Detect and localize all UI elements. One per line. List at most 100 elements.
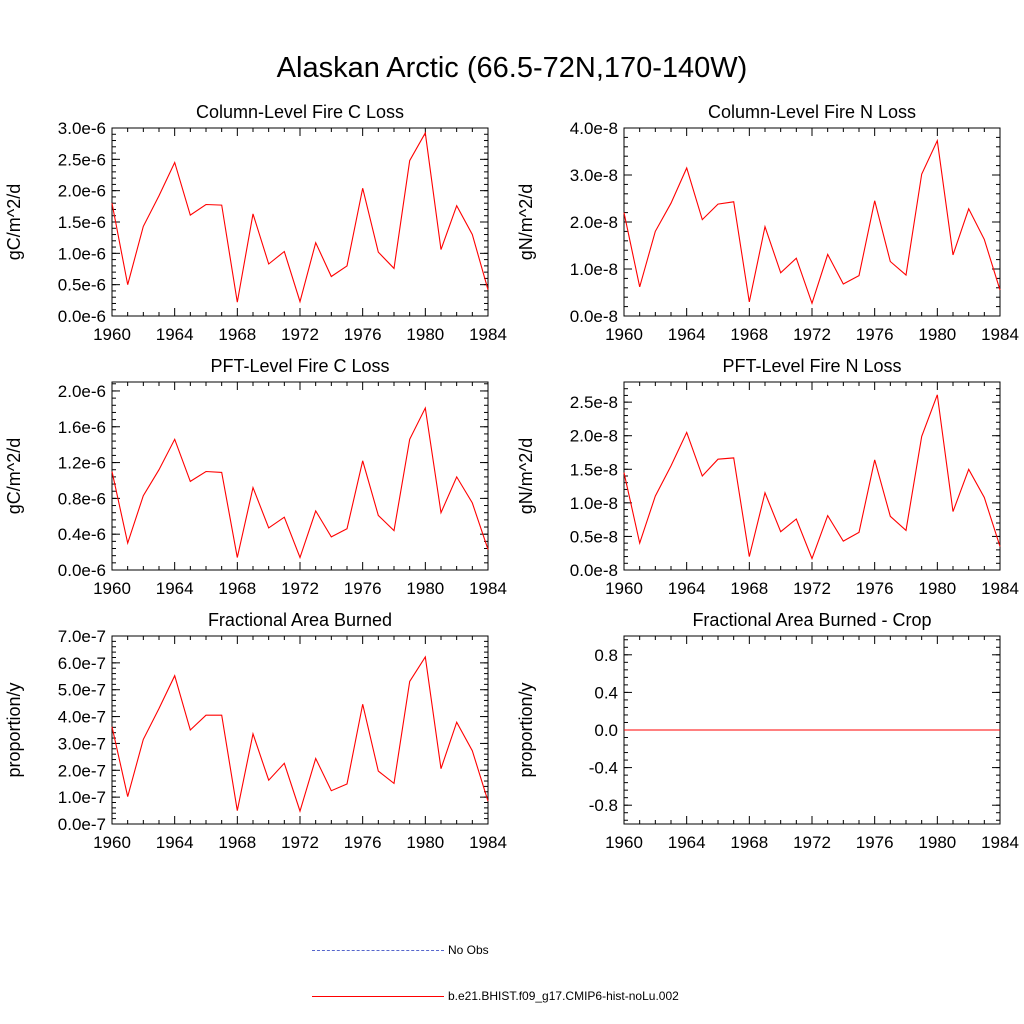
y-tick-label: 2.0e-8 xyxy=(570,427,618,446)
x-tick-label: 1972 xyxy=(281,579,319,598)
x-tick-label: 1980 xyxy=(918,579,956,598)
y-tick-label: 2.5e-6 xyxy=(58,150,106,169)
plot-frame xyxy=(111,127,489,317)
legend-solid-line xyxy=(312,996,444,997)
x-tick-label: 1972 xyxy=(793,579,831,598)
chart-panel-3: PFT-Level Fire C Loss gC/m^2/d 1960 1964 196… xyxy=(4,356,507,598)
y-tick-label: 1.0e-8 xyxy=(570,260,618,279)
legend-dashed-line xyxy=(312,950,444,951)
x-tick-label: 1960 xyxy=(93,833,131,852)
y-tick-label: 3.0e-6 xyxy=(58,119,106,138)
panel-title: Column-Level Fire C Loss xyxy=(196,102,404,122)
x-tick-label: 1964 xyxy=(156,833,194,852)
chart-panel-2: Column-Level Fire N Loss gN/m^2/d 1960 1964… xyxy=(516,102,1019,344)
y-tick-label: 1.0e-7 xyxy=(58,788,106,807)
y-tick-label: 0.0e-6 xyxy=(58,561,106,580)
x-tick-label: 1968 xyxy=(218,325,256,344)
x-tick-label: 1980 xyxy=(918,833,956,852)
y-tick-label: 4.0e-8 xyxy=(570,119,618,138)
y-tick-label: -0.4 xyxy=(589,759,618,778)
x-tick-label: 1984 xyxy=(469,833,507,852)
y-tick-label: 0.4 xyxy=(594,683,618,702)
x-tick-label: 1976 xyxy=(344,579,382,598)
x-tick-label: 1976 xyxy=(344,325,382,344)
x-tick-label: 1976 xyxy=(856,325,894,344)
y-tick-label: 5.0e-7 xyxy=(58,681,106,700)
x-tick-label: 1968 xyxy=(730,325,768,344)
x-tick-label: 1984 xyxy=(981,579,1019,598)
x-tick-label: 1976 xyxy=(856,833,894,852)
panel-title: PFT-Level Fire C Loss xyxy=(210,356,389,376)
chart-panel-5: Fractional Area Burned proportion/y 1960 19… xyxy=(4,610,507,852)
x-tick-label: 1964 xyxy=(668,325,706,344)
y-axis-label: gN/m^2/d xyxy=(516,184,536,260)
y-tick-label: 0.5e-6 xyxy=(58,276,106,295)
plot-frame xyxy=(111,381,489,571)
series-line xyxy=(111,131,489,304)
x-tick-label: 1968 xyxy=(218,579,256,598)
x-tick-label: 1984 xyxy=(469,579,507,598)
y-tick-label: 1.0e-8 xyxy=(570,494,618,513)
chart-panel-1: Column-Level Fire C Loss gC/m^2/d 1960 1964… xyxy=(4,102,507,344)
chart-panel-6: Fractional Area Burned - Crop proportion/… xyxy=(516,610,1019,852)
series-line xyxy=(623,138,1001,306)
x-tick-label: 1972 xyxy=(793,833,831,852)
x-tick-label: 1960 xyxy=(93,325,131,344)
panel-title: Fractional Area Burned xyxy=(208,610,392,630)
y-tick-label: 1.5e-8 xyxy=(570,460,618,479)
y-tick-label: 2.5e-8 xyxy=(570,393,618,412)
x-tick-label: 1984 xyxy=(981,833,1019,852)
y-tick-label: 2.0e-7 xyxy=(58,761,106,780)
y-tick-label: 0.0 xyxy=(594,721,618,740)
y-tick-label: 0.0e-8 xyxy=(570,561,618,580)
series-line xyxy=(111,655,489,813)
legend-label: b.e21.BHIST.f09_g17.CMIP6-hist-noLu.002 xyxy=(448,989,679,1003)
panel-title: Fractional Area Burned - Crop xyxy=(692,610,931,630)
x-tick-label: 1972 xyxy=(793,325,831,344)
x-tick-label: 1960 xyxy=(605,579,643,598)
y-tick-label: 7.0e-7 xyxy=(58,627,106,646)
y-tick-label: 1.2e-6 xyxy=(58,454,106,473)
y-tick-label: 2.0e-6 xyxy=(58,382,106,401)
y-tick-label: 3.0e-7 xyxy=(58,734,106,753)
y-tick-label: 0.0e-7 xyxy=(58,815,106,834)
plot-frame xyxy=(623,127,1001,317)
y-tick-label: 0.0e-8 xyxy=(570,307,618,326)
x-tick-label: 1972 xyxy=(281,833,319,852)
panel-title: PFT-Level Fire N Loss xyxy=(722,356,901,376)
x-tick-label: 1984 xyxy=(469,325,507,344)
y-tick-label: 1.5e-6 xyxy=(58,213,106,232)
plot-frame xyxy=(623,381,1001,571)
x-tick-label: 1976 xyxy=(856,579,894,598)
x-tick-label: 1984 xyxy=(981,325,1019,344)
x-tick-label: 1964 xyxy=(668,579,706,598)
page-title: Alaskan Arctic (66.5-72N,170-140W) xyxy=(276,52,748,84)
x-tick-label: 1960 xyxy=(605,833,643,852)
x-tick-label: 1964 xyxy=(668,833,706,852)
series-line xyxy=(111,406,489,560)
x-tick-label: 1960 xyxy=(93,579,131,598)
y-tick-label: 6.0e-7 xyxy=(58,654,106,673)
x-tick-label: 1968 xyxy=(730,579,768,598)
x-tick-label: 1980 xyxy=(406,325,444,344)
x-tick-label: 1972 xyxy=(281,325,319,344)
series-line xyxy=(623,394,1001,561)
y-axis-label: gC/m^2/d xyxy=(4,184,24,260)
y-tick-label: 0.0e-6 xyxy=(58,307,106,326)
x-tick-label: 1968 xyxy=(730,833,768,852)
y-tick-label: 0.8e-6 xyxy=(58,489,106,508)
x-tick-label: 1980 xyxy=(406,579,444,598)
x-tick-label: 1980 xyxy=(406,833,444,852)
y-axis-label: gC/m^2/d xyxy=(4,438,24,514)
x-tick-label: 1976 xyxy=(344,833,382,852)
y-tick-label: 0.4e-6 xyxy=(58,525,106,544)
y-axis-label: proportion/y xyxy=(516,682,536,777)
y-tick-label: 0.5e-8 xyxy=(570,527,618,546)
y-tick-label: 1.6e-6 xyxy=(58,418,106,437)
y-tick-label: 4.0e-7 xyxy=(58,708,106,727)
x-tick-label: 1964 xyxy=(156,325,194,344)
chart-panel-4: PFT-Level Fire N Loss gN/m^2/d 1960 1964 196… xyxy=(516,356,1019,598)
x-tick-label: 1964 xyxy=(156,579,194,598)
y-tick-label: 2.0e-6 xyxy=(58,182,106,201)
